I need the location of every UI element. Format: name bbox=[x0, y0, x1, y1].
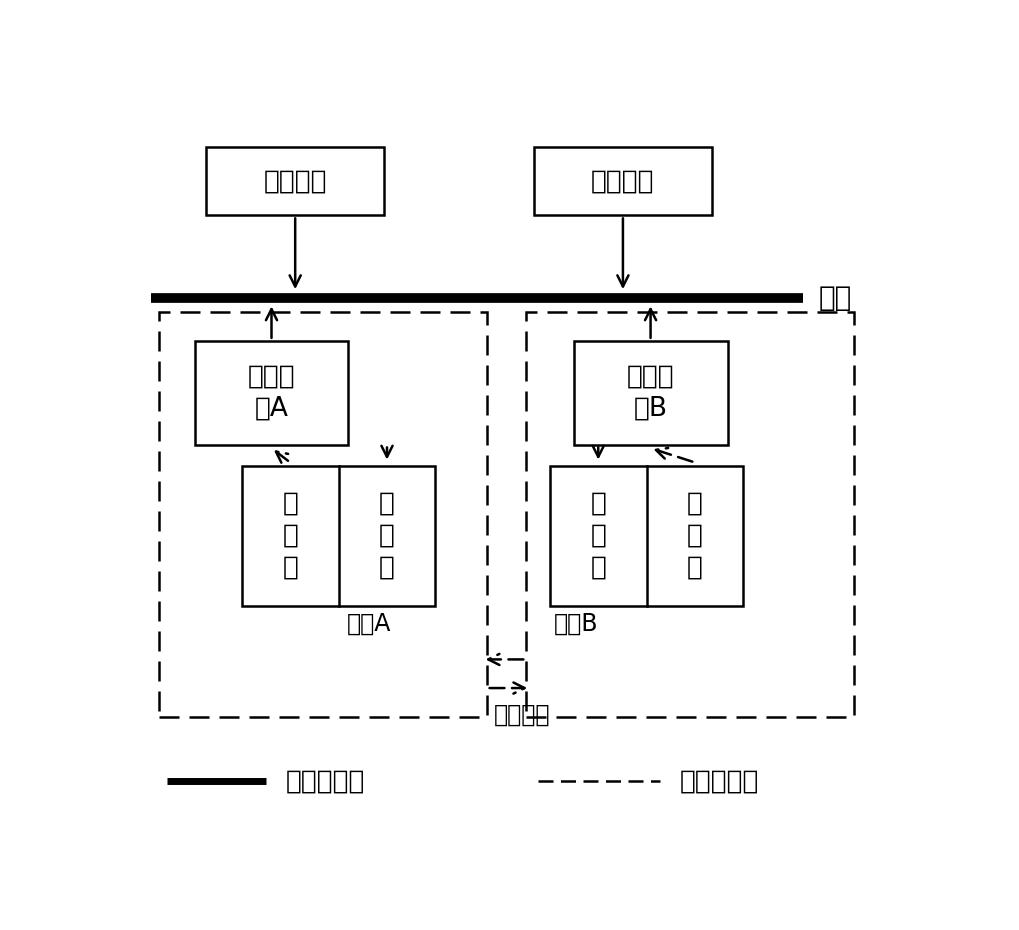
Bar bbox=[159, 312, 487, 717]
Text: 风电机组: 风电机组 bbox=[264, 168, 327, 194]
Text: 热力传输网: 热力传输网 bbox=[681, 768, 759, 794]
Bar bbox=[195, 340, 348, 445]
Bar bbox=[242, 466, 435, 605]
Bar bbox=[574, 340, 728, 445]
Bar bbox=[526, 312, 854, 717]
Bar bbox=[534, 148, 711, 216]
Text: 母线: 母线 bbox=[818, 284, 852, 312]
Text: 火电机组: 火电机组 bbox=[591, 168, 654, 194]
Text: 电力传输网: 电力传输网 bbox=[285, 768, 365, 794]
Text: 热
负
荷: 热 负 荷 bbox=[687, 491, 703, 581]
Text: 热电机
组A: 热电机 组A bbox=[248, 364, 296, 421]
Text: 热网互联: 热网互联 bbox=[494, 702, 550, 726]
Text: 热
负
荷: 热 负 荷 bbox=[282, 491, 299, 581]
Bar bbox=[206, 148, 384, 216]
Text: 电
负
荷: 电 负 荷 bbox=[379, 491, 395, 581]
Text: 电
负
荷: 电 负 荷 bbox=[590, 491, 606, 581]
Text: 热电机
组B: 热电机 组B bbox=[627, 364, 675, 421]
Text: 区域A: 区域A bbox=[346, 612, 391, 635]
Bar bbox=[550, 466, 743, 605]
Text: 区域B: 区域B bbox=[554, 612, 598, 635]
